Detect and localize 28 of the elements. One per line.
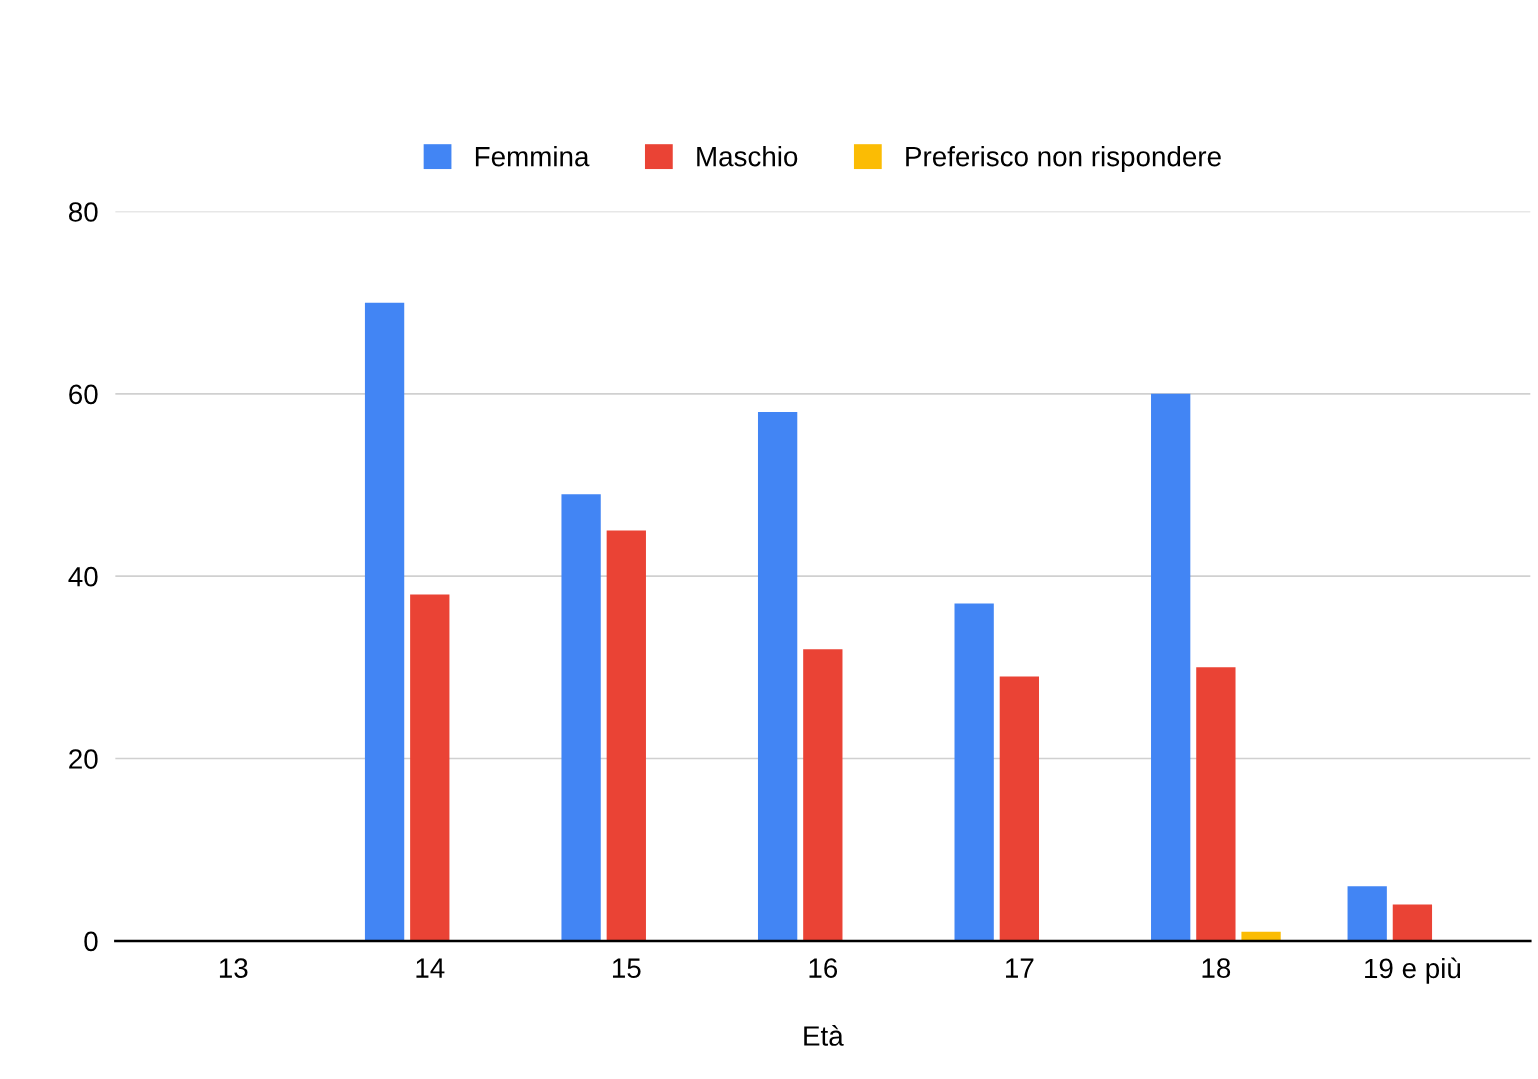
x-tick-label: 14	[416, 958, 445, 978]
legend-label: Maschio	[697, 146, 798, 167]
x-axis-title: Età	[804, 1025, 844, 1046]
bar	[606, 530, 646, 941]
y-tick-label: 40	[68, 566, 98, 587]
x-tick-label: 18	[1202, 958, 1231, 978]
bar	[757, 412, 798, 941]
x-tick-label: 13	[219, 958, 248, 978]
y-tick-label: 0	[84, 931, 98, 952]
x-tick-label: 16	[809, 958, 838, 978]
legend-label: Preferisco non rispondere	[906, 146, 1221, 172]
bar	[1347, 886, 1387, 941]
x-tick-label: 17	[1006, 958, 1034, 978]
legend-label: Femmina	[475, 146, 590, 167]
bar	[954, 603, 994, 941]
x-tick-label: 15	[612, 958, 641, 978]
bar	[561, 494, 601, 941]
y-tick-label: 20	[69, 749, 98, 769]
y-tick-label: 60	[69, 384, 98, 405]
y-tick-label: 80	[69, 202, 98, 222]
bar	[1151, 393, 1191, 941]
x-tick-label: 19 e più	[1365, 957, 1461, 984]
bar	[410, 594, 450, 941]
bar	[999, 676, 1039, 941]
bar	[1392, 904, 1433, 941]
bar	[1196, 667, 1236, 941]
bar	[803, 649, 843, 941]
bar	[364, 302, 405, 941]
